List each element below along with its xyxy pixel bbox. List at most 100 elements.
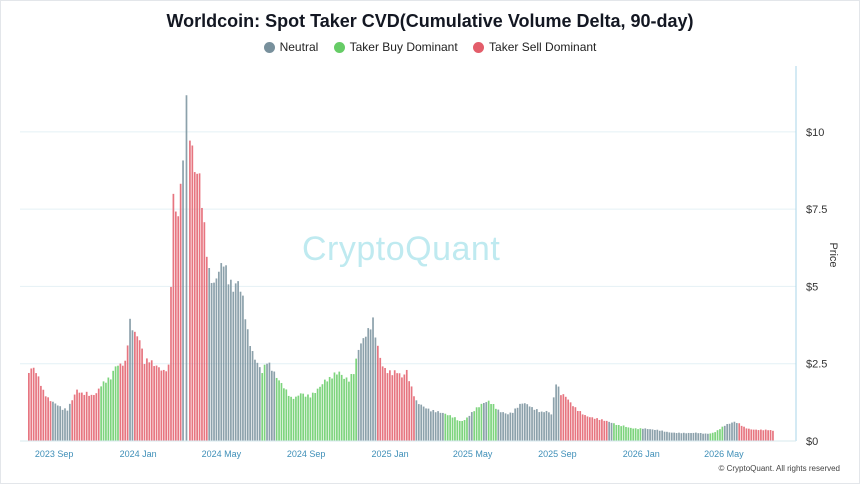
- price-bar: [244, 319, 247, 441]
- price-bar: [432, 409, 435, 441]
- legend-dot-sell: [473, 41, 485, 53]
- price-bar: [109, 379, 112, 441]
- price-bar: [251, 351, 254, 441]
- price-bar: [627, 427, 630, 441]
- price-bar: [726, 424, 729, 441]
- price-bar: [97, 388, 100, 441]
- price-bar: [410, 386, 413, 441]
- price-bar: [292, 398, 295, 441]
- price-bar: [767, 430, 769, 441]
- price-bar: [617, 425, 620, 441]
- copyright-notice: © CryptoQuant. All rights reserved: [718, 464, 841, 473]
- price-bar: [422, 406, 425, 441]
- price-bar: [304, 396, 307, 441]
- price-bar: [574, 407, 577, 441]
- price-bar: [283, 388, 285, 441]
- legend-item-neutral[interactable]: Neutral: [263, 40, 318, 54]
- price-bar: [263, 364, 266, 441]
- price-bar: [172, 193, 175, 441]
- price-bar: [105, 382, 107, 441]
- price-bar: [572, 406, 574, 441]
- price-bar: [309, 397, 312, 441]
- price-bar: [49, 401, 52, 441]
- price-bar: [475, 407, 478, 441]
- price-bar: [290, 396, 292, 441]
- price-bar: [454, 417, 456, 441]
- price-bar: [442, 412, 444, 441]
- price-bar: [735, 423, 738, 441]
- legend-item-buy[interactable]: Taker Buy Dominant: [333, 40, 458, 54]
- price-bar: [40, 385, 42, 441]
- price-bar: [287, 395, 290, 441]
- price-bar: [425, 408, 427, 441]
- price-bar: [391, 375, 394, 441]
- price-bar: [66, 410, 69, 441]
- price-bar: [170, 286, 172, 441]
- price-bar: [487, 400, 490, 441]
- price-bar: [299, 393, 302, 441]
- price-bar: [162, 369, 165, 441]
- price-bar: [336, 374, 338, 441]
- y-tick-label: $2.5: [806, 359, 827, 371]
- price-bar: [249, 346, 251, 441]
- price-bar: [85, 391, 88, 441]
- price-bar: [389, 370, 391, 441]
- price-bar: [148, 362, 151, 441]
- price-bar: [673, 432, 676, 441]
- price-bar: [297, 395, 300, 441]
- price-bar: [71, 400, 74, 441]
- price-bar: [213, 282, 215, 441]
- price-bar: [721, 426, 724, 441]
- price-bar: [762, 430, 765, 441]
- price-bar: [543, 412, 545, 441]
- price-bar: [466, 417, 468, 441]
- price-bar: [275, 377, 278, 441]
- price-bar: [615, 424, 618, 441]
- price-bar: [745, 428, 748, 441]
- price-bar: [352, 374, 355, 441]
- price-bar: [502, 412, 504, 441]
- price-bar: [593, 418, 596, 441]
- legend-dot-buy: [333, 41, 345, 53]
- price-bar: [634, 428, 637, 441]
- price-bar: [242, 295, 244, 441]
- price-bar: [499, 412, 502, 441]
- price-bar: [225, 265, 227, 441]
- price-bar: [201, 207, 203, 441]
- price-bar: [473, 411, 476, 441]
- price-bar: [227, 284, 230, 441]
- price-bar: [32, 367, 35, 441]
- price-bar: [569, 402, 572, 441]
- price-bar: [663, 431, 666, 441]
- legend-item-sell[interactable]: Taker Sell Dominant: [473, 40, 596, 54]
- price-bar: [35, 373, 37, 441]
- price-bar: [141, 348, 143, 441]
- price-bar: [295, 396, 297, 441]
- price-bar: [533, 409, 536, 441]
- price-bar: [760, 429, 762, 441]
- price-bar: [591, 417, 594, 441]
- price-bar: [328, 376, 331, 441]
- price-bar: [468, 415, 471, 441]
- chart-title: Worldcoin: Spot Taker CVD(Cumulative Vol…: [166, 11, 694, 31]
- price-bar: [620, 426, 623, 441]
- x-tick-label: 2023 Sep: [35, 449, 74, 459]
- price-bar: [707, 433, 709, 441]
- price-bar: [699, 432, 702, 441]
- price-bar: [177, 216, 180, 441]
- price-bar: [266, 363, 268, 441]
- price-bar: [302, 393, 305, 441]
- price-bar: [323, 379, 326, 441]
- price-bar: [374, 337, 377, 441]
- price-bar: [376, 345, 379, 441]
- price-bar: [129, 318, 131, 441]
- price-bar: [711, 432, 714, 441]
- price-bar: [702, 433, 704, 441]
- price-bar: [47, 397, 49, 441]
- price-bar: [311, 392, 314, 441]
- price-bar: [217, 271, 220, 441]
- price-bar: [126, 345, 129, 441]
- price-bar: [355, 358, 358, 441]
- price-bar: [427, 408, 430, 441]
- legend-label-buy: Taker Buy Dominant: [349, 40, 458, 54]
